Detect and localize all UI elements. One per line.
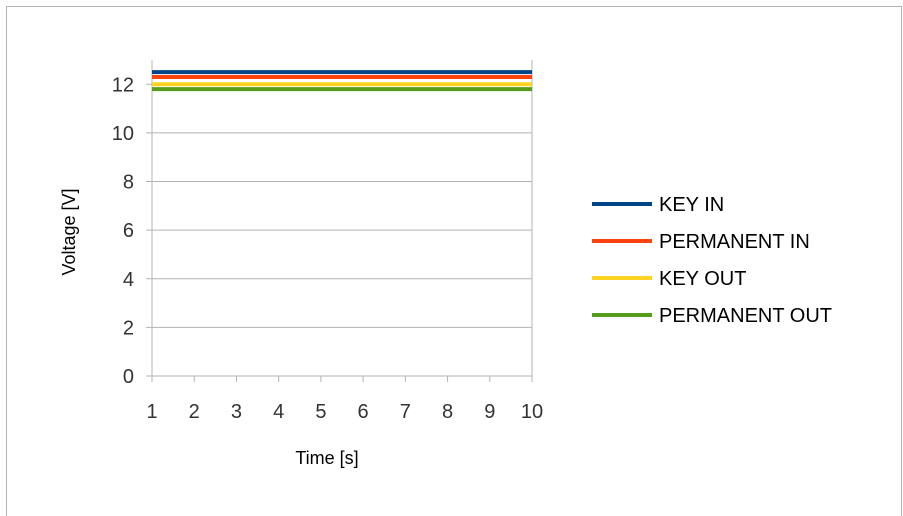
series-lines (152, 70, 532, 92)
x-tick-label: 2 (189, 401, 200, 423)
legend-label: KEY OUT (659, 268, 746, 290)
x-tick-label: 1 (146, 401, 157, 423)
legend: KEY IN PERMANENT IN KEY OUT PERMANENT OUT (592, 194, 832, 327)
legend-label: KEY IN (659, 194, 724, 216)
y-axis-title: Voltage [V] (59, 188, 79, 275)
x-tick-label: 8 (442, 401, 453, 423)
x-tick-label: 9 (484, 401, 495, 423)
y-tick-label: 8 (123, 172, 134, 194)
x-tick-label: 5 (315, 401, 326, 423)
y-tick-label: 0 (123, 366, 134, 388)
x-tick-label: 3 (231, 401, 242, 423)
legend-label: PERMANENT IN (659, 231, 810, 253)
y-tick-label: 2 (123, 317, 134, 339)
x-tick-label: 10 (521, 401, 543, 423)
y-tick-label: 6 (123, 220, 134, 242)
legend-label: PERMANENT OUT (659, 305, 832, 327)
x-tick-label: 6 (358, 401, 369, 423)
x-tick-label: 4 (273, 401, 284, 423)
chart-frame (6, 6, 902, 516)
y-tick-label: 4 (123, 269, 134, 291)
x-tick-label: 7 (400, 401, 411, 423)
x-axis-title: Time [s] (295, 448, 358, 468)
y-tick-label: 12 (112, 74, 134, 96)
y-tick-label: 10 (112, 123, 134, 145)
gridlines (146, 83, 532, 377)
axes (151, 60, 533, 382)
